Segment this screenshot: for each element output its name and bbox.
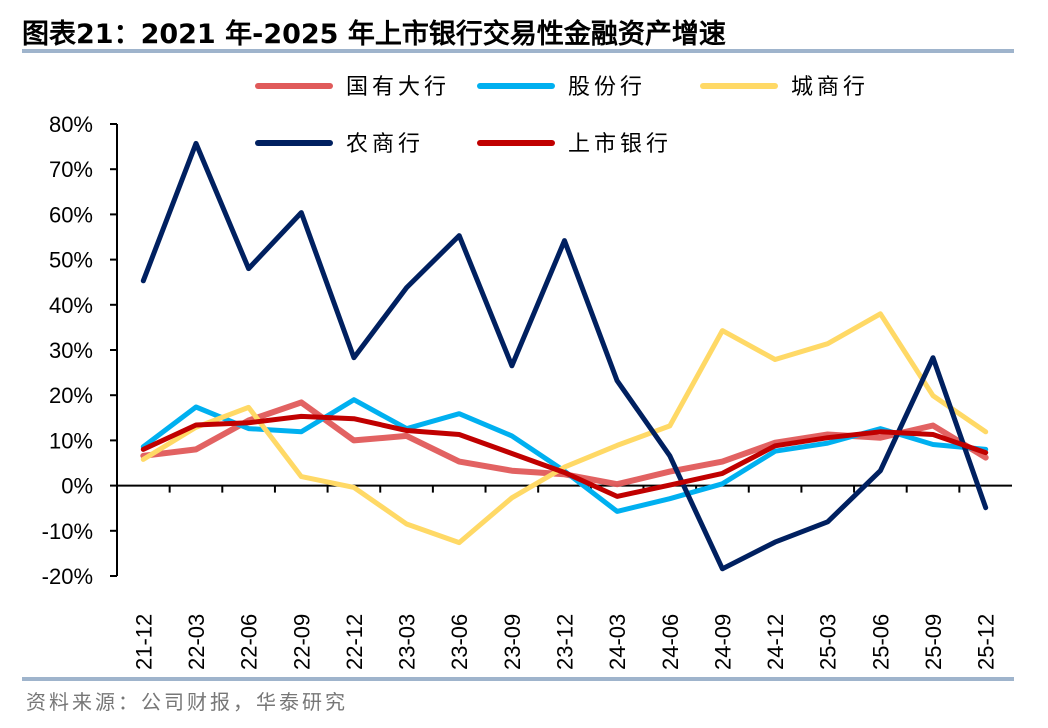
x-axis-ticks: 21-12 22-03 22-06 22-09 22-12 23-03 23-06 23-09… xyxy=(131,485,999,670)
source-note: 资料来源：公司财报，华泰研究 xyxy=(26,690,348,714)
legend-label: 农商行 xyxy=(346,132,424,157)
y-tick-label: 80% xyxy=(49,112,93,137)
y-tick-label: -20% xyxy=(42,564,93,589)
y-tick-label: 60% xyxy=(49,202,93,227)
x-tick-label: 22-12 xyxy=(342,614,367,670)
x-tick-label: 22-03 xyxy=(184,614,209,670)
x-tick-label: 24-09 xyxy=(710,614,735,670)
y-axis-ticks: 80% 70% 60% 50% 40% 30% 20% 10% 0% -10% -20% xyxy=(42,112,117,589)
legend-item: 股份行 xyxy=(477,75,646,100)
x-tick-label: 24-12 xyxy=(763,614,788,670)
legend-item: 国有大行 xyxy=(255,75,450,100)
x-tick-label: 24-03 xyxy=(605,614,630,670)
y-tick-label: 30% xyxy=(49,338,93,363)
series-lines xyxy=(140,140,989,572)
y-tick-label: 0% xyxy=(61,474,93,499)
legend-item: 上市银行 xyxy=(477,132,672,157)
x-tick-label: 23-03 xyxy=(395,614,420,670)
y-tick-label: 20% xyxy=(49,383,93,408)
x-tick-label: 24-06 xyxy=(658,614,683,670)
footer-divider xyxy=(22,677,1014,681)
series-line-5 xyxy=(140,413,989,499)
y-tick-label: 40% xyxy=(49,293,93,318)
chart-title: 图表21：2021 年-2025 年上市银行交易性金融资产增速 xyxy=(22,19,726,50)
legend-item: 农商行 xyxy=(255,132,424,157)
x-tick-label: 22-09 xyxy=(289,614,314,670)
x-tick-label: 25-12 xyxy=(974,614,999,670)
legend-label: 国有大行 xyxy=(346,75,450,100)
x-tick-label: 25-03 xyxy=(816,614,841,670)
title-divider xyxy=(22,49,1014,53)
legend-label: 股份行 xyxy=(568,75,646,100)
series-line-2 xyxy=(140,397,989,514)
x-tick-label: 25-06 xyxy=(868,614,893,670)
x-tick-label: 22-06 xyxy=(237,614,262,670)
x-tick-label: 23-12 xyxy=(553,614,578,670)
y-tick-label: 10% xyxy=(49,428,93,453)
y-tick-label: 50% xyxy=(49,248,93,273)
series-line-3 xyxy=(140,311,989,546)
legend-item: 城商行 xyxy=(700,75,869,100)
series-line-4 xyxy=(140,140,989,572)
x-tick-label: 23-06 xyxy=(447,614,472,670)
legend-label: 城商行 xyxy=(791,75,869,100)
axes xyxy=(116,124,1012,576)
x-tick-label: 21-12 xyxy=(131,614,156,670)
y-tick-label: 70% xyxy=(49,157,93,182)
x-tick-label: 23-09 xyxy=(500,614,525,670)
y-tick-label: -10% xyxy=(42,519,93,544)
legend-label: 上市银行 xyxy=(568,132,672,157)
x-tick-label: 25-09 xyxy=(921,614,946,670)
